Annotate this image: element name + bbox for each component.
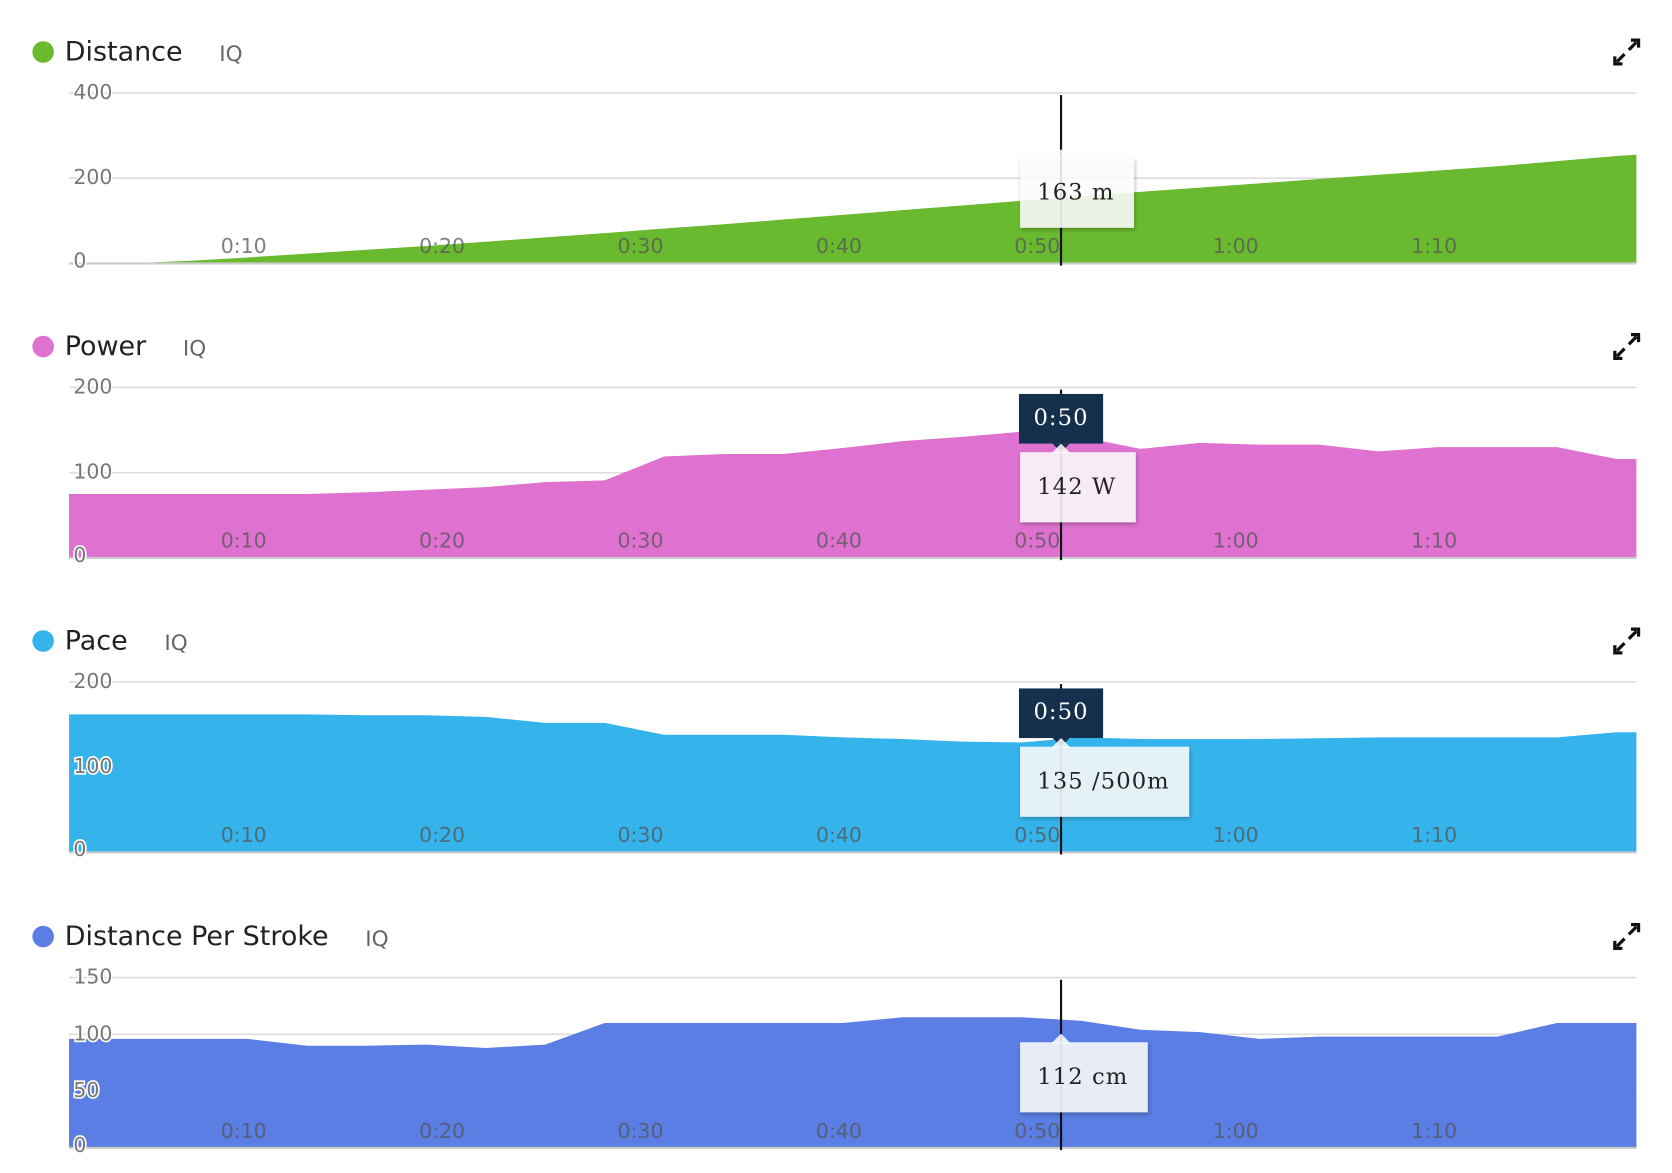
tooltip-value: 163 m bbox=[1037, 179, 1114, 205]
tooltip-value: 135 /500m bbox=[1037, 768, 1169, 794]
expand-icon bbox=[1613, 38, 1641, 66]
time-badge-label: 0:50 bbox=[1033, 699, 1088, 725]
x-tick-label: 0:40 bbox=[816, 529, 862, 553]
x-tick-label: 1:00 bbox=[1213, 1119, 1259, 1143]
x-tick-label: 0:20 bbox=[419, 1119, 465, 1143]
y-tick-label: 0 bbox=[73, 248, 86, 272]
tooltip-box bbox=[1020, 746, 1190, 817]
y-tick-label: 100 bbox=[73, 754, 112, 778]
y-tick-label: 0 bbox=[73, 837, 86, 861]
legend-dot bbox=[32, 41, 54, 63]
tooltip-box bbox=[1020, 452, 1136, 523]
tooltip-value: 112 cm bbox=[1037, 1064, 1128, 1090]
y-tick-label: 400 bbox=[73, 80, 112, 104]
area bbox=[69, 154, 1637, 264]
x-tick-label: 0:30 bbox=[618, 823, 664, 847]
expand-icon bbox=[1613, 333, 1641, 360]
expand-icon bbox=[1613, 627, 1641, 655]
y-tick-label: 100 bbox=[73, 460, 112, 484]
y-tick-label: 200 bbox=[73, 374, 112, 398]
x-tick-label: 0:50 bbox=[1014, 529, 1060, 553]
expand-button[interactable] bbox=[1613, 333, 1641, 360]
chart-panel: Distance Per Stroke IQ 0 50 100 150 0:10 0:20 0:… bbox=[32, 921, 1641, 1158]
chart-title: Distance Per Stroke bbox=[65, 921, 329, 952]
expand-icon bbox=[1613, 923, 1641, 951]
y-tick-label: 200 bbox=[73, 669, 112, 693]
y-tick-label: 150 bbox=[73, 965, 112, 989]
y-tick-label: 50 bbox=[73, 1078, 99, 1102]
iq-badge: IQ bbox=[365, 927, 388, 952]
x-tick-label: 1:10 bbox=[1411, 529, 1457, 553]
chart-panel: Pace IQ 0 100 200 0:10 0:20 0:30 0:40 0:50 1:00 1:1… bbox=[32, 626, 1641, 863]
expand-button[interactable] bbox=[1613, 923, 1641, 951]
x-tick-label: 1:00 bbox=[1213, 234, 1259, 258]
x-tick-label: 0:40 bbox=[816, 1119, 862, 1143]
expand-button[interactable] bbox=[1613, 38, 1641, 66]
x-tick-label: 1:10 bbox=[1411, 234, 1457, 258]
area bbox=[69, 431, 1637, 558]
time-badge bbox=[1018, 688, 1104, 739]
tooltip-arrow bbox=[1051, 149, 1071, 159]
x-tick-label: 1:00 bbox=[1213, 529, 1259, 553]
y-tick-label: 200 bbox=[73, 165, 112, 189]
x-tick-label: 0:30 bbox=[618, 529, 664, 553]
x-tick-label: 0:40 bbox=[816, 823, 862, 847]
chart-panel: Power IQ 0 100 200 0:10 0:20 0:30 0:40 0:50 1:00 1:… bbox=[32, 331, 1641, 568]
area bbox=[69, 1017, 1637, 1148]
x-tick-label: 0:10 bbox=[221, 1119, 267, 1143]
x-tick-label: 1:10 bbox=[1411, 1119, 1457, 1143]
chart-title: Pace bbox=[65, 626, 128, 657]
x-tick-label: 0:10 bbox=[221, 529, 267, 553]
chart-panel: Distance IQ 0 200 400 0:10 0:20 0:30 0:40 0:50 1:0… bbox=[32, 37, 1641, 274]
tooltip-box bbox=[1020, 157, 1135, 228]
x-tick-label: 0:40 bbox=[816, 234, 862, 258]
x-tick-label: 0:20 bbox=[419, 234, 465, 258]
chart-title: Distance bbox=[65, 37, 183, 68]
tooltip-arrow bbox=[1051, 443, 1071, 454]
tooltip-arrow bbox=[1051, 1033, 1071, 1044]
x-tick-label: 0:10 bbox=[221, 823, 267, 847]
y-tick-label: 0 bbox=[73, 543, 86, 567]
time-badge-label: 0:50 bbox=[1033, 405, 1088, 431]
x-tick-label: 0:50 bbox=[1014, 1119, 1060, 1143]
legend-dot bbox=[32, 630, 54, 652]
x-tick-label: 0:50 bbox=[1014, 823, 1060, 847]
x-tick-label: 0:10 bbox=[221, 234, 267, 258]
x-tick-label: 0:20 bbox=[419, 529, 465, 553]
iq-badge: IQ bbox=[183, 337, 206, 362]
area bbox=[69, 714, 1637, 853]
tooltip-arrow bbox=[1051, 738, 1071, 748]
y-tick-label: 0 bbox=[73, 1133, 86, 1157]
x-tick-label: 1:10 bbox=[1411, 823, 1457, 847]
tooltip-box bbox=[1020, 1042, 1148, 1113]
y-tick-label: 100 bbox=[73, 1021, 112, 1045]
iq-badge: IQ bbox=[164, 631, 187, 656]
tooltip-value: 142 W bbox=[1037, 474, 1116, 500]
legend-dot bbox=[32, 335, 54, 358]
x-tick-label: 0:30 bbox=[618, 1119, 664, 1143]
x-tick-label: 0:30 bbox=[618, 234, 664, 258]
x-tick-label: 0:50 bbox=[1014, 234, 1060, 258]
x-tick-label: 0:20 bbox=[419, 823, 465, 847]
chart-title: Power bbox=[65, 331, 147, 362]
time-badge bbox=[1018, 393, 1104, 444]
x-tick-label: 1:00 bbox=[1213, 823, 1259, 847]
iq-badge: IQ bbox=[219, 42, 242, 67]
expand-button[interactable] bbox=[1613, 627, 1641, 655]
legend-dot bbox=[32, 925, 54, 948]
